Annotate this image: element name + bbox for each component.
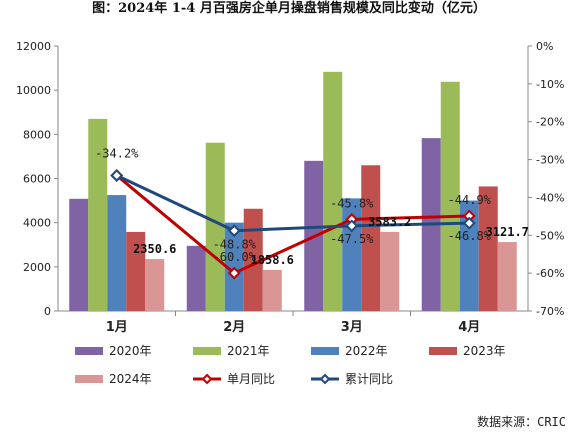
legend-swatch (311, 347, 339, 355)
marker-单月同比 (227, 266, 241, 280)
legend-label: 2020年 (109, 344, 152, 358)
y-tick-label: 8000 (23, 128, 51, 141)
y-tick-label: 6000 (23, 173, 51, 186)
x-tick-label: 2月 (223, 320, 245, 335)
legend-label: 单月同比 (227, 372, 275, 386)
y2-tick-label: 0% (536, 40, 553, 53)
bar-2024年 (497, 242, 517, 311)
data-label-monthly: -44.9% (448, 193, 492, 207)
chart-title: 图：2024年 1-4 月百强房企单月操盘销售规模及同比变动（亿元） (92, 0, 486, 16)
bar-2023年 (361, 165, 381, 311)
bar-2021年 (88, 118, 108, 311)
bar-2021年 (440, 81, 460, 312)
line-单月同比 (115, 174, 470, 275)
legend-marker (319, 373, 331, 385)
x-tick-label: 4月 (458, 320, 480, 335)
legend-label: 2021年 (227, 344, 270, 358)
data-label-2024: 3121.7 (486, 225, 529, 239)
marker-累计同比 (110, 169, 124, 182)
bar-2024年 (262, 269, 282, 311)
data-label-monthly: -60.0% (213, 250, 257, 264)
data-label-2024: 3583.2 (368, 215, 411, 229)
x-tick-label: 1月 (106, 320, 128, 335)
data-label-monthly: -45.8% (330, 196, 374, 210)
bar-2023年 (126, 231, 146, 311)
y2-tick-label: -50% (536, 229, 564, 242)
bar-2021年 (205, 142, 225, 311)
legend-swatch (75, 375, 103, 383)
bar-2020年 (186, 245, 206, 311)
bar-2021年 (323, 71, 343, 312)
legend-label: 累计同比 (345, 372, 393, 386)
data-label-2024: 1858.6 (251, 253, 294, 267)
y-tick-label: 10000 (16, 84, 51, 97)
y2-tick-label: -30% (536, 154, 564, 167)
y-tick-label: 12000 (16, 40, 51, 53)
y2-tick-label: -40% (536, 191, 564, 204)
legend-swatch (75, 347, 103, 355)
legend-swatch (193, 347, 221, 355)
data-label-cumulative: -47.5% (330, 232, 374, 246)
y-tick-label: 4000 (23, 217, 51, 230)
data-label-cumulative: -48.8% (213, 238, 257, 252)
bar-2023年 (243, 208, 263, 311)
data-label-monthly: -34.2% (95, 146, 139, 160)
legend-label: 2022年 (345, 344, 388, 358)
bar-2024年 (145, 259, 165, 311)
marker-累计同比 (462, 216, 476, 230)
y2-tick-label: -60% (536, 267, 564, 280)
legend-label: 2024年 (109, 372, 152, 386)
y2-tick-label: -10% (536, 78, 564, 91)
bar-2020年 (69, 198, 89, 311)
bar-2022年 (107, 195, 127, 311)
bar-2023年 (478, 186, 498, 311)
legend-marker (201, 373, 213, 385)
legend-swatch (429, 347, 457, 355)
plot-area: 0 2000 4000 6000 8000 10000 12000 0% -10% -20% -30… (16, 40, 564, 335)
data-label-cumulative: -46.8% (448, 229, 492, 243)
y-tick-label: 0 (44, 305, 51, 318)
legend: 2020年 2021年 2022年 2023年 2024年 单月同比 累计同比 (75, 344, 506, 386)
marker-累计同比 (227, 224, 241, 238)
y-tick-label: 2000 (23, 261, 51, 274)
y2-tick-label: -70% (536, 305, 564, 318)
data-source: 数据来源：CRIC (477, 414, 566, 429)
y2-tick-label: -20% (536, 116, 564, 129)
legend-label: 2023年 (463, 344, 506, 358)
bar-2024年 (380, 231, 400, 311)
bar-2022年 (459, 200, 479, 311)
line-累计同比 (116, 174, 470, 233)
data-label-2024: 2350.6 (133, 242, 176, 256)
marker-累计同比 (345, 219, 359, 233)
x-tick-label: 3月 (341, 320, 363, 335)
